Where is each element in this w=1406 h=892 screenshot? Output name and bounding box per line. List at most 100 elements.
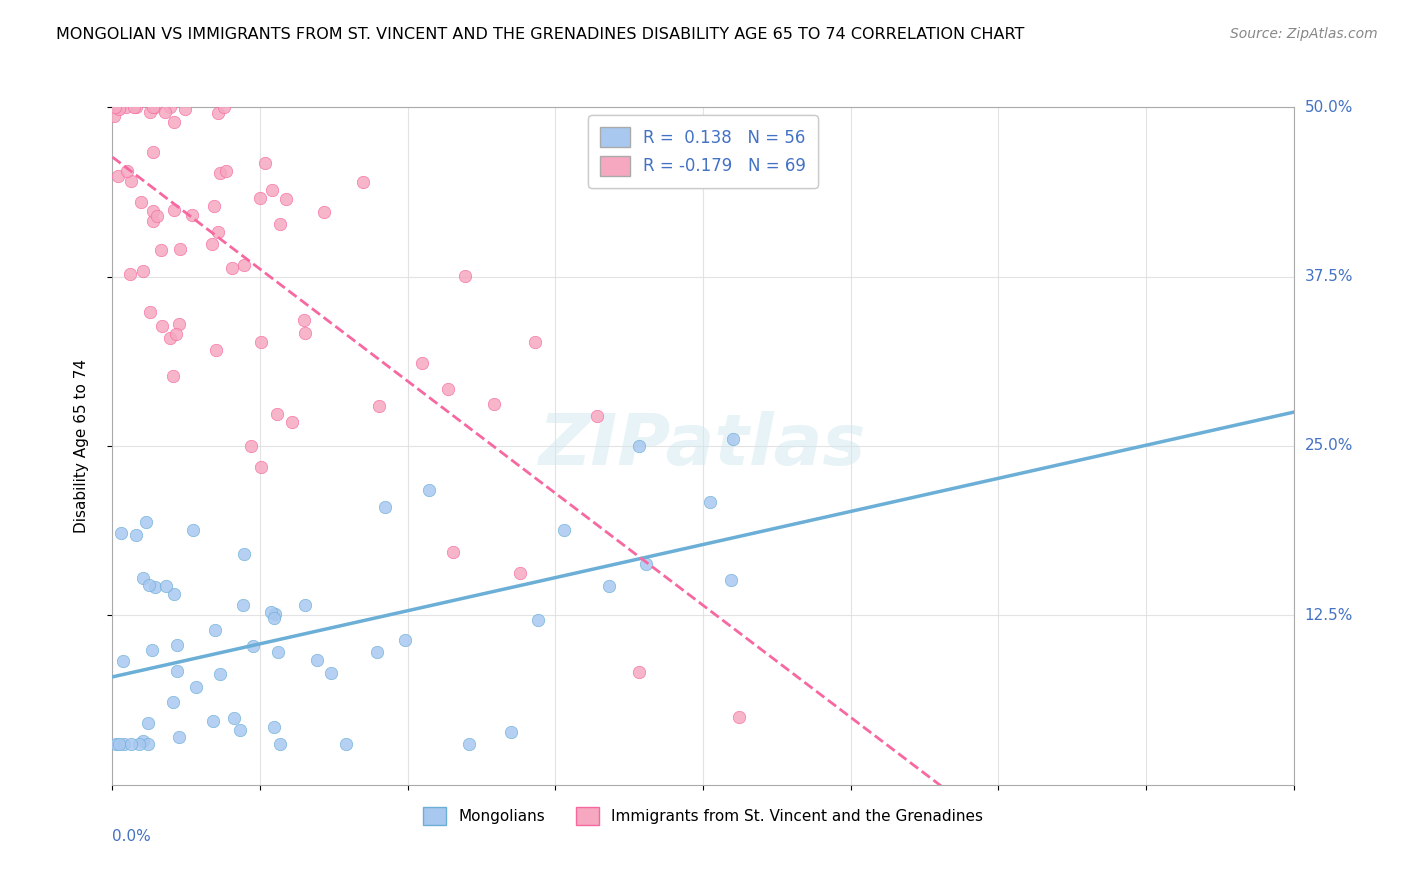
Text: 50.0%: 50.0% — [1305, 100, 1353, 114]
Point — [728, 710, 751, 724]
Point — [231, 598, 253, 612]
Point — [110, 526, 132, 541]
Point — [292, 313, 315, 327]
Point — [699, 495, 721, 509]
Point — [105, 737, 128, 751]
Point — [104, 100, 127, 114]
Point — [142, 100, 165, 114]
Point — [201, 714, 224, 728]
Point — [484, 397, 506, 411]
Point — [269, 217, 291, 231]
Point — [367, 399, 389, 413]
Point — [163, 587, 186, 601]
Point — [269, 737, 291, 751]
Point — [139, 305, 162, 319]
Point — [120, 174, 142, 188]
Point — [162, 694, 184, 708]
Point — [418, 483, 440, 497]
Point — [107, 737, 129, 751]
Point — [249, 334, 271, 349]
Point — [266, 407, 288, 421]
Point — [280, 415, 302, 429]
Point — [441, 545, 464, 559]
Point — [184, 680, 207, 694]
Point — [128, 737, 150, 751]
Point — [526, 613, 548, 627]
Point — [263, 720, 285, 734]
Point — [207, 225, 229, 239]
Point — [209, 165, 232, 179]
Point — [366, 645, 388, 659]
Point — [162, 203, 184, 218]
Point — [120, 737, 142, 751]
Point — [163, 114, 186, 128]
Point — [305, 653, 328, 667]
Point — [267, 645, 290, 659]
Point — [720, 574, 742, 588]
Point — [254, 156, 277, 170]
Point — [131, 571, 153, 585]
Point — [260, 605, 283, 619]
Point — [212, 100, 235, 114]
Point — [150, 319, 173, 334]
Point — [141, 204, 163, 219]
Point — [233, 259, 256, 273]
Point — [166, 638, 188, 652]
Text: ZIPatlas: ZIPatlas — [540, 411, 866, 481]
Point — [249, 460, 271, 475]
Point — [142, 214, 165, 228]
Point — [260, 183, 283, 197]
Point — [454, 269, 477, 284]
Point — [628, 439, 651, 453]
Point — [120, 267, 142, 281]
Point — [115, 164, 138, 178]
Point — [553, 523, 575, 537]
Point — [233, 547, 256, 561]
Point — [132, 264, 155, 278]
Point — [135, 516, 157, 530]
Point — [124, 528, 146, 542]
Point — [437, 383, 460, 397]
Point — [352, 175, 374, 189]
Point — [142, 145, 165, 159]
Point — [411, 355, 433, 369]
Point — [159, 331, 181, 345]
Point — [264, 607, 287, 622]
Point — [215, 164, 238, 178]
Point — [110, 100, 132, 114]
Point — [131, 734, 153, 748]
Point — [335, 737, 357, 751]
Point — [240, 438, 263, 452]
Point — [143, 100, 166, 114]
Point — [138, 715, 160, 730]
Point — [181, 523, 204, 537]
Point — [374, 500, 396, 514]
Text: Source: ZipAtlas.com: Source: ZipAtlas.com — [1230, 27, 1378, 41]
Point — [145, 209, 167, 223]
Point — [628, 665, 651, 679]
Point — [207, 106, 229, 120]
Point — [204, 343, 226, 358]
Point — [124, 100, 146, 114]
Point — [202, 198, 225, 212]
Point — [138, 578, 160, 592]
Point — [598, 578, 620, 592]
Text: 0.0%: 0.0% — [112, 829, 152, 844]
Text: 12.5%: 12.5% — [1305, 608, 1353, 623]
Point — [242, 639, 264, 653]
Point — [263, 611, 285, 625]
Point — [721, 432, 744, 446]
Point — [201, 236, 224, 251]
Legend: R =  0.138   N = 56, R = -0.179   N = 69: R = 0.138 N = 56, R = -0.179 N = 69 — [588, 115, 818, 187]
Point — [167, 317, 190, 331]
Point — [294, 326, 316, 340]
Point — [229, 723, 252, 737]
Point — [136, 737, 159, 751]
Point — [107, 169, 129, 183]
Point — [509, 566, 531, 580]
Point — [586, 409, 609, 423]
Point — [501, 724, 523, 739]
Point — [634, 558, 657, 572]
Text: 37.5%: 37.5% — [1305, 269, 1353, 284]
Point — [112, 737, 135, 751]
